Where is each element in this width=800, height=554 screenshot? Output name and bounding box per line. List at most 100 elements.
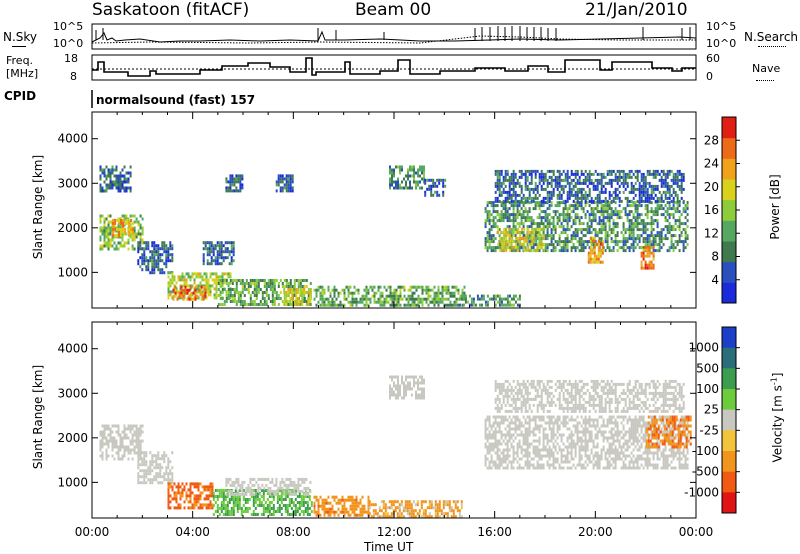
power-cells — [99, 165, 689, 307]
heatmap-cell — [576, 172, 579, 176]
heatmap-cell — [560, 240, 563, 244]
heatmap-cell — [329, 513, 332, 517]
heatmap-cell — [300, 510, 303, 513]
heatmap-cell — [105, 244, 108, 248]
heatmap-cell — [642, 225, 645, 229]
heatmap-cell — [264, 510, 267, 513]
heatmap-cell — [127, 424, 130, 428]
heatmap-cell — [632, 240, 635, 244]
heatmap-cell — [139, 442, 142, 446]
heatmap-cell — [432, 181, 435, 185]
heatmap-cell — [101, 214, 104, 218]
heatmap-cell — [143, 259, 146, 263]
heatmap-cell — [153, 268, 156, 272]
heatmap-cell — [684, 210, 687, 214]
heatmap-cell — [103, 235, 106, 239]
heatmap-cell — [584, 240, 587, 244]
heatmap-cell — [283, 186, 286, 190]
heatmap-cell — [238, 489, 241, 492]
heatmap-cell — [275, 297, 278, 300]
heatmap-cell — [566, 175, 569, 179]
heatmap-cell — [397, 378, 399, 382]
heatmap-cell — [287, 300, 290, 303]
heatmap-cell — [496, 199, 499, 203]
heatmap-cell — [610, 184, 613, 188]
heatmap-cell — [492, 216, 495, 220]
heatmap-cell — [273, 492, 276, 496]
heatmap-cell — [504, 442, 507, 446]
heatmap-cell — [105, 189, 108, 193]
heatmap-cell — [642, 181, 645, 185]
heatmap-cell — [534, 187, 537, 191]
heatmap-cell — [355, 288, 358, 292]
heatmap-cell — [486, 466, 489, 470]
heatmap-cell — [153, 460, 156, 464]
heatmap-cell — [598, 190, 601, 194]
heatmap-cell — [107, 235, 110, 239]
heatmap-cell — [642, 187, 645, 191]
heatmap-cell — [676, 243, 679, 247]
heatmap-cell — [231, 174, 234, 178]
heatmap-cell — [224, 495, 227, 498]
heatmap-cell — [506, 190, 509, 194]
heatmap-cell — [105, 436, 108, 440]
heatmap-cell — [135, 217, 138, 221]
heatmap-cell — [242, 489, 245, 492]
heatmap-cell — [202, 247, 205, 251]
heatmap-cell — [501, 245, 504, 249]
heatmap-cell — [597, 248, 600, 252]
heatmap-cell — [353, 297, 356, 301]
heatmap-cell — [614, 187, 617, 191]
heatmap-cell — [642, 199, 645, 203]
heatmap-cell — [458, 297, 461, 301]
heatmap-cell — [404, 509, 407, 513]
heatmap-cell — [646, 248, 649, 252]
heatmap-cell — [183, 275, 186, 279]
heatmap-cell — [309, 282, 312, 285]
heatmap-cell — [337, 507, 340, 511]
heatmap-cell — [227, 272, 230, 276]
heatmap-cell — [511, 245, 514, 249]
heatmap-cell — [217, 282, 220, 285]
heatmap-cell — [546, 184, 549, 188]
heatmap-cell — [520, 222, 523, 226]
heatmap-cell — [640, 219, 643, 223]
heatmap-cell — [305, 489, 308, 493]
heatmap-cell — [295, 288, 298, 291]
heatmap-cell — [351, 303, 354, 307]
heatmap-cell — [406, 500, 409, 504]
heatmap-cell — [618, 172, 621, 176]
heatmap-cell — [409, 186, 411, 190]
heatmap-cell — [564, 219, 567, 223]
heatmap-cell — [281, 282, 284, 285]
heatmap-cell — [638, 184, 641, 188]
heatmap-cell — [276, 495, 279, 498]
heatmap-cell — [614, 193, 617, 197]
heatmap-cell — [141, 226, 144, 230]
heatmap-cell — [303, 285, 306, 288]
heatmap-cell — [494, 196, 497, 200]
heatmap-cell — [243, 480, 246, 484]
heatmap-cell — [333, 294, 336, 298]
heatmap-cell — [415, 375, 417, 379]
heatmap-cell — [600, 210, 603, 214]
heatmap-cell — [221, 272, 224, 276]
heatmap-cell — [672, 234, 675, 238]
heatmap-cell — [369, 300, 372, 304]
heatmap-cell — [448, 509, 451, 513]
heatmap-cell — [556, 240, 559, 244]
heatmap-cell — [421, 300, 424, 304]
heatmap-cell — [572, 210, 575, 214]
heatmap-cell — [658, 199, 661, 203]
heatmap-cell — [636, 187, 639, 191]
heatmap-cell — [229, 483, 232, 487]
heatmap-cell — [395, 393, 397, 397]
heatmap-cell — [542, 216, 545, 220]
heatmap-cell — [666, 190, 669, 194]
heatmap-cell — [165, 478, 168, 482]
heatmap-cell — [522, 172, 525, 176]
heatmap-cell — [161, 457, 164, 461]
heatmap-cell — [213, 272, 216, 276]
heatmap-cell — [504, 454, 507, 458]
heatmap-cell — [407, 174, 409, 178]
